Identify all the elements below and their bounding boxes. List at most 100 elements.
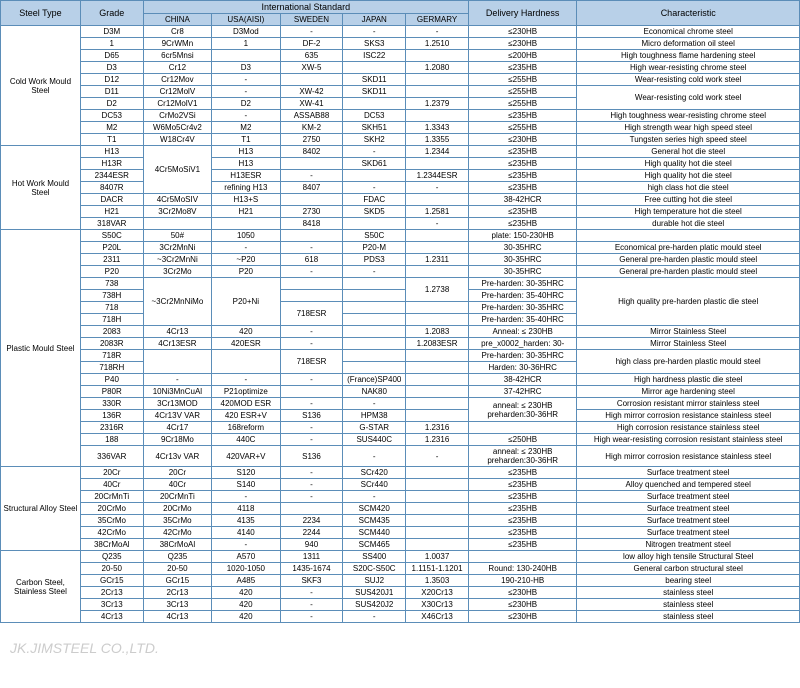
char-cell: High hardness plastic die steel [577, 374, 800, 386]
china-cell: Cr12MolV [143, 86, 211, 98]
china-cell: 4Cr5MoSiV1 [143, 146, 211, 194]
table-row: 2316R4Cr17168reform-G-STAR1.2316High cor… [1, 422, 800, 434]
china-cell: - [143, 374, 211, 386]
china-cell: 50# [143, 230, 211, 242]
germany-cell: 1.2344ESR [406, 170, 469, 182]
sweden-cell: 1435-1674 [280, 563, 343, 575]
char-cell: High strength wear high speed steel [577, 122, 800, 134]
germany-cell: 1.2311 [406, 254, 469, 266]
char-cell: Micro deformation oil steel [577, 38, 800, 50]
char-cell: Free cutting hot die steel [577, 194, 800, 206]
sweden-cell [280, 386, 343, 398]
germany-cell [406, 374, 469, 386]
hardness-cell: ≤230HB [468, 38, 576, 50]
table-row: Cold Work Mould SteelD3MCr8D3Mod---≤230H… [1, 26, 800, 38]
germany-cell [406, 410, 469, 422]
h-germany: GERMARY [406, 14, 469, 26]
japan-cell [343, 170, 406, 182]
hardness-cell: anneal: ≤ 230HB preharden:30-36HR [468, 446, 576, 467]
table-row: 336VAR4Cr13v VAR420VAR+VS136--anneal: ≤ … [1, 446, 800, 467]
char-cell: Corrosion resistant mirror stainless ste… [577, 398, 800, 410]
char-cell: High quality hot die steel [577, 158, 800, 170]
china-cell: 3Cr13 [143, 599, 211, 611]
sweden-cell: - [280, 398, 343, 410]
germany-cell [406, 242, 469, 254]
usa-cell: 420 [212, 611, 280, 623]
china-cell: 2Cr13 [143, 587, 211, 599]
sweden-cell: 8418 [280, 218, 343, 230]
japan-cell [343, 290, 406, 302]
grade-cell: 738H [80, 290, 143, 302]
char-cell [577, 230, 800, 242]
sweden-cell: DF-2 [280, 38, 343, 50]
usa-cell: ~P20 [212, 254, 280, 266]
hardness-cell: 38-42HCR [468, 194, 576, 206]
char-cell: bearing steel [577, 575, 800, 587]
china-cell: 20CrMo [143, 503, 211, 515]
sweden-cell [280, 230, 343, 242]
japan-cell: - [343, 398, 406, 410]
char-cell: High wear-resisting corrosion resistant … [577, 434, 800, 446]
china-cell: 20Cr [143, 467, 211, 479]
char-cell: Surface treatment steel [577, 491, 800, 503]
table-row: 2311~3Cr2MnNi~P20618PDS31.231130-35HRCGe… [1, 254, 800, 266]
table-row: 8407Rrefining H138407--≤235HBhigh class … [1, 182, 800, 194]
sweden-cell: - [280, 374, 343, 386]
grade-cell: GCr15 [80, 575, 143, 587]
usa-cell [212, 350, 280, 374]
china-cell: W18Cr4V [143, 134, 211, 146]
char-cell: stainless steel [577, 587, 800, 599]
table-row: 20CrMnTi20CrMnTi---≤235HBSurface treatme… [1, 491, 800, 503]
grade-cell: 8407R [80, 182, 143, 194]
grade-cell: 35CrMo [80, 515, 143, 527]
sweden-cell: ASSAB88 [280, 110, 343, 122]
japan-cell: SCM440 [343, 527, 406, 539]
char-cell: high class hot die steel [577, 182, 800, 194]
grade-cell: 718H [80, 314, 143, 326]
china-cell: 4Cr17 [143, 422, 211, 434]
japan-cell: HPM38 [343, 410, 406, 422]
char-cell: Alloy quenched and tempered steel [577, 479, 800, 491]
japan-cell: G-STAR [343, 422, 406, 434]
germany-cell [406, 539, 469, 551]
sweden-cell: 940 [280, 539, 343, 551]
char-cell: durable hot die steel [577, 218, 800, 230]
steel-type-cell: Structural Alloy Steel [1, 467, 81, 551]
sweden-cell [280, 278, 343, 290]
table-row: Hot Work Mould SteelH134Cr5MoSiV1H138402… [1, 146, 800, 158]
h-usa: USA(AISI) [212, 14, 280, 26]
grade-cell: 20CrMo [80, 503, 143, 515]
h-char: Characteristic [577, 1, 800, 26]
grade-cell: 2316R [80, 422, 143, 434]
steel-type-cell: Cold Work Mould Steel [1, 26, 81, 146]
japan-cell: SKD5 [343, 206, 406, 218]
germany-cell [406, 194, 469, 206]
japan-cell: - [343, 26, 406, 38]
japan-cell: S50C [343, 230, 406, 242]
usa-cell: H21 [212, 206, 280, 218]
germany-cell [406, 266, 469, 278]
usa-cell: - [212, 491, 280, 503]
japan-cell: SKD61 [343, 158, 406, 170]
japan-cell [343, 62, 406, 74]
germany-cell [406, 503, 469, 515]
table-row: 330R3Cr13MOD420MOD ESR--anneal: ≤ 230HB … [1, 398, 800, 410]
grade-cell: D65 [80, 50, 143, 62]
grade-cell: 2083R [80, 338, 143, 350]
germany-cell [406, 110, 469, 122]
sweden-cell: 718ESR [280, 350, 343, 374]
char-cell: High wear-resisting chrome steel [577, 62, 800, 74]
char-cell: Surface treatment steel [577, 515, 800, 527]
grade-cell: 2311 [80, 254, 143, 266]
watermark: JK.JIMSTEEL CO.,LTD. [10, 640, 159, 656]
china-cell: 6cr5Mnsi [143, 50, 211, 62]
japan-cell: - [343, 182, 406, 194]
hardness-cell: Harden: 30-36HRC [468, 362, 576, 374]
table-row: 318VAR8418-≤235HBdurable hot die steel [1, 218, 800, 230]
japan-cell: SUJ2 [343, 575, 406, 587]
table-row: 718R718ESRPre-harden: 30-35HRChigh class… [1, 350, 800, 362]
table-row: H13RH13SKD61≤235HBHigh quality hot die s… [1, 158, 800, 170]
char-cell: Economical pre-harden platic mould steel [577, 242, 800, 254]
grade-cell: D11 [80, 86, 143, 98]
table-row: 20CrMo20CrMo4118SCM420≤235HBSurface trea… [1, 503, 800, 515]
